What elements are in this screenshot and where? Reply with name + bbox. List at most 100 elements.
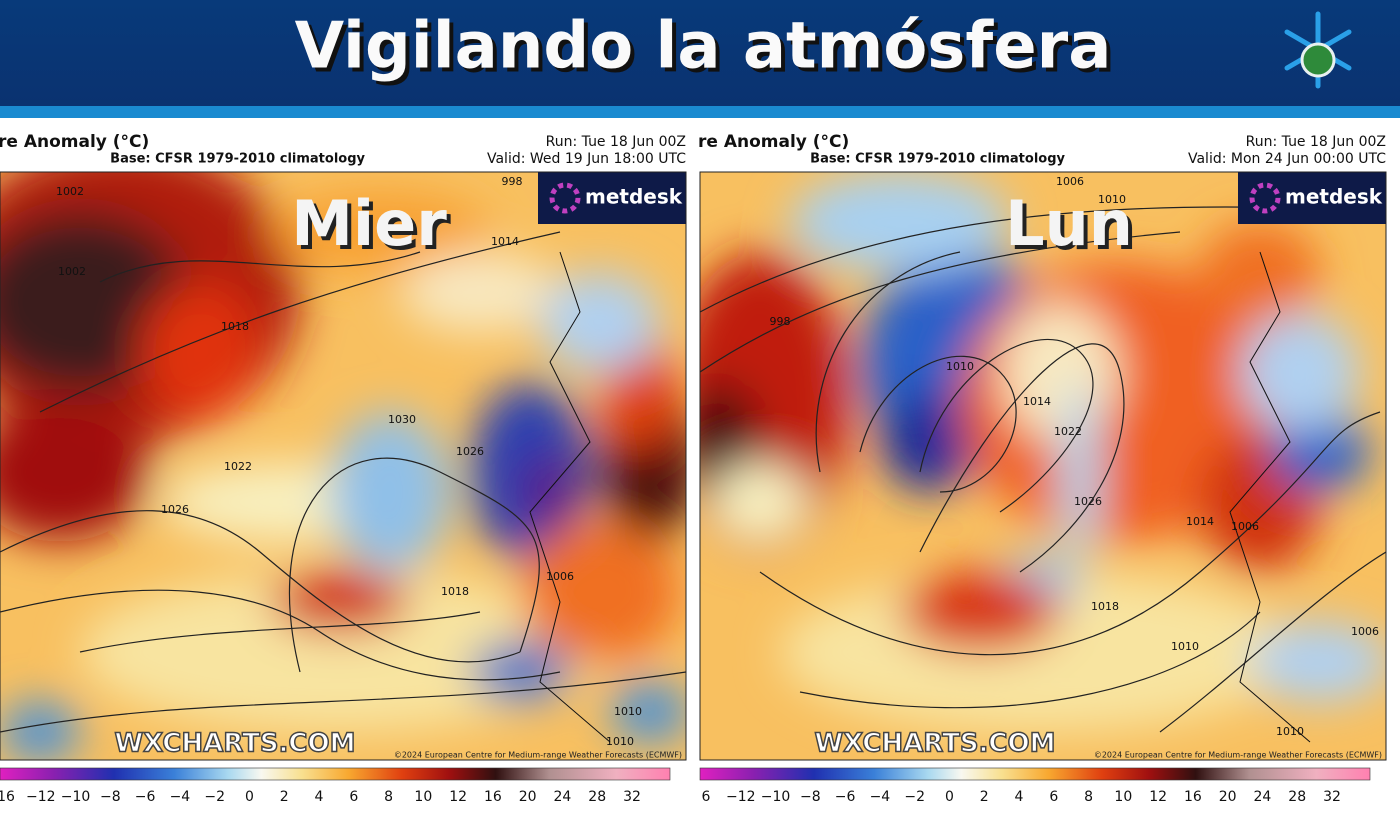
- coastline: [529, 251, 611, 743]
- anomaly-blob: [80, 572, 600, 732]
- anomaly-blob: [520, 452, 580, 532]
- colorbar-label: 2: [980, 789, 989, 805]
- colorbar-label: −4: [870, 789, 891, 805]
- header-bar: [0, 0, 1400, 106]
- isobar: [700, 231, 1181, 373]
- colorbar-label: 4: [1015, 789, 1024, 805]
- copyright: ©2024 European Centre for Medium-range W…: [1094, 751, 1382, 760]
- isobar: [79, 611, 481, 653]
- anomaly-blob: [1250, 622, 1386, 702]
- isobar-label: 1014: [1186, 515, 1214, 528]
- isobar-label: 1006: [546, 570, 574, 583]
- colorbar-label: −8: [800, 789, 821, 805]
- isobar: [99, 251, 421, 283]
- colorbar-label: −10: [761, 789, 791, 805]
- colorbar-label: 28: [588, 789, 606, 805]
- colorbar-label: 12: [1149, 789, 1167, 805]
- header-title-shadow: Vigilando la atmósfera: [299, 14, 1116, 88]
- logo-mark: [549, 182, 581, 214]
- watermark: WXCHARTS.COM: [814, 729, 1055, 759]
- colorbar-label: 6: [702, 789, 711, 805]
- header-title: Vigilando la atmósfera: [295, 10, 1112, 84]
- isobar-label: 1006: [1351, 625, 1379, 638]
- map-frame: [0, 171, 687, 761]
- day-label: Mier: [291, 187, 447, 260]
- colorbar: [699, 767, 1371, 781]
- colorbar-label: 32: [1323, 789, 1341, 805]
- map-frame: [699, 171, 1387, 761]
- anomaly-blob: [1060, 382, 1100, 562]
- isobar: [799, 611, 1261, 709]
- colorbar-label: −12: [26, 789, 56, 805]
- isobar: [0, 510, 521, 663]
- map: 1002 1002 998 1014 1018 1030 1026 1022 1026 1018 1…: [0, 172, 686, 760]
- isobar-label: 1018: [1091, 600, 1119, 613]
- panel-run: Run: Tue 18 Jun 00Z: [546, 134, 686, 150]
- isobar-label: 1026: [1074, 495, 1102, 508]
- isobar: [759, 411, 1381, 656]
- colorbar-label: 24: [1254, 789, 1272, 805]
- colorbar-label: 6: [349, 789, 358, 805]
- anomaly-blob: [470, 642, 570, 702]
- panel-valid: Valid: Wed 19 Jun 18:00 UTC: [487, 151, 686, 167]
- header-stripe: [0, 106, 1400, 118]
- isobar-label: 1018: [441, 585, 469, 598]
- isobar: [919, 338, 1094, 513]
- anomaly-field: [700, 172, 1386, 732]
- isobar-label: 1014: [1023, 395, 1051, 408]
- colorbar-label: 10: [1114, 789, 1132, 805]
- map-panel: re Anomaly (°C)Base: CFSR 1979-2010 clim…: [698, 132, 1387, 805]
- isobars: [0, 231, 686, 733]
- colorbar-label: −6: [135, 789, 156, 805]
- isobar-label: 1014: [491, 235, 519, 248]
- panel-title: re Anomaly (°C): [698, 132, 849, 152]
- anomaly-blob: [400, 252, 560, 332]
- logo-text: metdesk: [1285, 185, 1383, 209]
- isobar-label: 1010: [614, 705, 642, 718]
- isobar: [289, 457, 540, 673]
- isobar-label: 1018: [221, 320, 249, 333]
- colorbar-label: 16: [1184, 789, 1202, 805]
- panel-base: Base: CFSR 1979-2010 climatology: [810, 152, 1065, 167]
- colorbar-label: 24: [554, 789, 572, 805]
- colorbar-label: −6: [835, 789, 856, 805]
- day-label: Lun: [1005, 187, 1133, 260]
- anomaly-blob: [330, 412, 450, 572]
- colorbar-label: 16: [0, 789, 15, 805]
- colorbar-label: 8: [1084, 789, 1093, 805]
- coastline: [1229, 251, 1311, 743]
- isobar-label: 1002: [56, 185, 84, 198]
- isobar-label: 1006: [1231, 520, 1259, 533]
- isobar-label: 1006: [1056, 175, 1084, 188]
- isobar: [0, 671, 686, 733]
- panel-title: re Anomaly (°C): [0, 132, 149, 152]
- colorbar: [0, 767, 671, 781]
- colorbar-label: 20: [1219, 789, 1237, 805]
- copyright: ©2024 European Centre for Medium-range W…: [394, 751, 682, 760]
- colorbar-label: 12: [449, 789, 467, 805]
- anomaly-blob: [900, 572, 1060, 652]
- colorbar-label: −4: [170, 789, 191, 805]
- isobar: [0, 589, 561, 681]
- isobar: [859, 355, 1017, 493]
- anomaly-blob: [520, 522, 680, 662]
- logo-box: [538, 172, 686, 224]
- colorbar-label: 16: [484, 789, 502, 805]
- colorbar-label: 10: [414, 789, 432, 805]
- anomaly-blob: [540, 272, 660, 372]
- isobar-label: 1010: [946, 360, 974, 373]
- anomaly-blob: [270, 192, 490, 272]
- colorbar-label: 0: [245, 789, 254, 805]
- colorbar-label: 4: [315, 789, 324, 805]
- anomaly-blob: [140, 282, 260, 422]
- isobar: [815, 251, 961, 473]
- colorbar-label: 6: [1049, 789, 1058, 805]
- isobar-label: 1002: [58, 265, 86, 278]
- isobar: [1159, 551, 1386, 733]
- isobar-label: 1010: [1098, 193, 1126, 206]
- anomaly-blob: [880, 392, 980, 492]
- isobar-label: 1026: [456, 445, 484, 458]
- isobar: [919, 343, 1125, 573]
- day-label-shadow: Lun: [1009, 191, 1137, 264]
- colorbar-label: −10: [61, 789, 91, 805]
